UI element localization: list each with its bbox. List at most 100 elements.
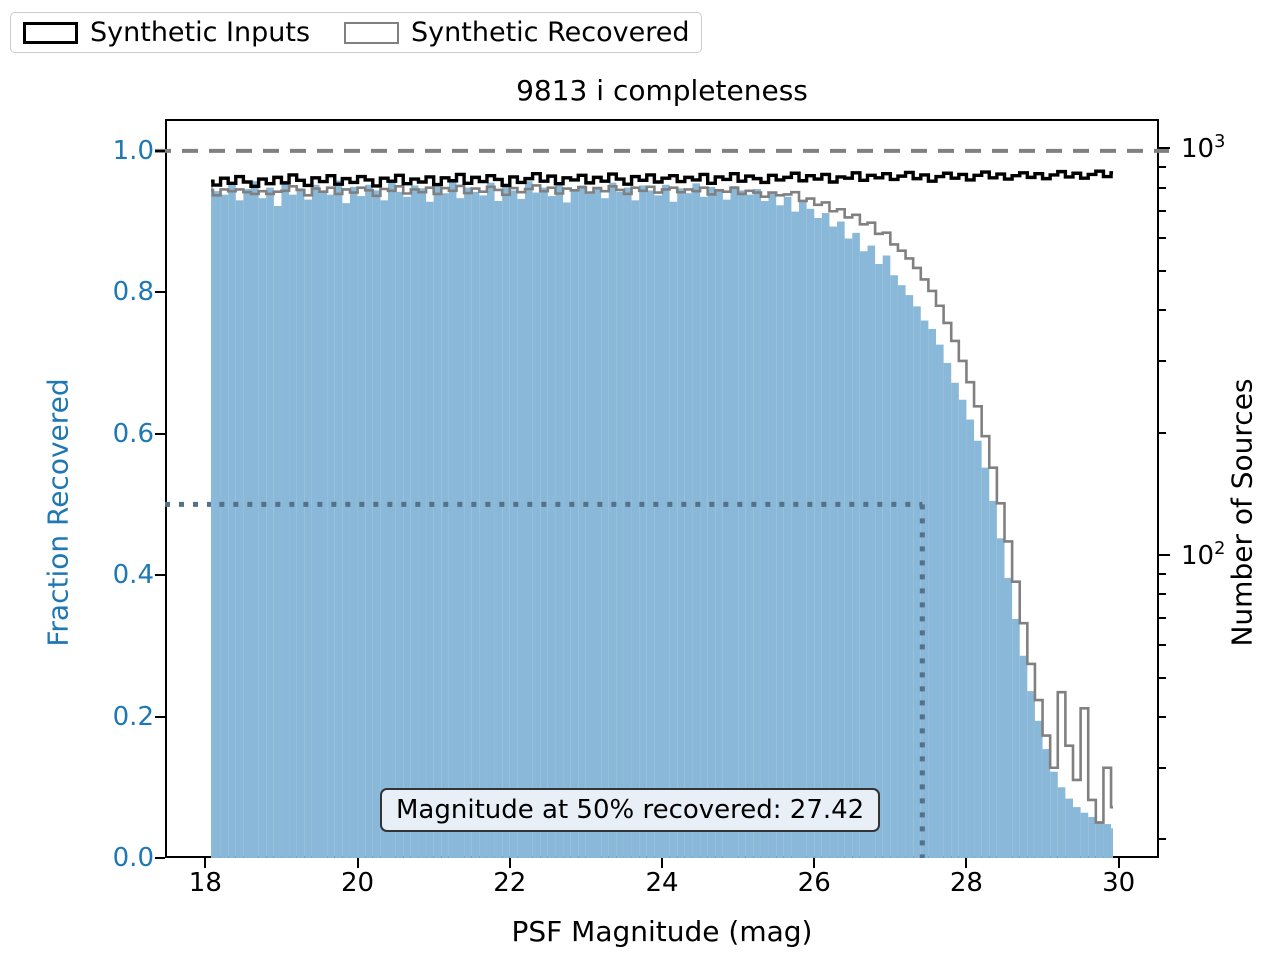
plot-legend: Synthetic Inputs Synthetic Recovered	[10, 12, 703, 53]
histogram-bar	[304, 199, 312, 858]
legend-label-synthetic-inputs: Synthetic Inputs	[90, 17, 311, 48]
histogram-bar	[837, 221, 845, 858]
histogram-bar	[1042, 749, 1051, 858]
y-axis-left-tick-mark	[155, 432, 165, 435]
histogram-bar	[1073, 807, 1081, 858]
histogram-bar	[799, 201, 807, 858]
x-axis-label: PSF Magnitude (mag)	[511, 915, 813, 948]
histogram-bar	[578, 185, 586, 858]
histogram-bar	[601, 198, 609, 858]
histogram-bar	[943, 362, 952, 858]
histogram-bar	[981, 467, 990, 858]
histogram-bar	[852, 232, 860, 858]
legend-swatch-recovered-icon	[344, 21, 400, 44]
histogram-bar	[707, 186, 716, 858]
histogram-bar	[563, 202, 571, 858]
histogram-bar	[289, 194, 297, 858]
y-axis-right-minor-tick-mark	[1159, 186, 1166, 189]
histogram-bar	[502, 186, 510, 858]
histogram-bar	[441, 193, 449, 858]
histogram-bar	[334, 180, 343, 858]
histogram-bar	[494, 201, 503, 858]
histogram-bar	[540, 187, 548, 858]
histogram-bar	[989, 500, 997, 858]
histogram-bar	[951, 382, 959, 858]
y-axis-left-tick-mark	[155, 715, 165, 718]
legend-swatch-inputs-icon	[23, 21, 78, 44]
plot-data-area	[211, 119, 1113, 858]
histogram-bar	[327, 194, 335, 858]
histogram-bar	[654, 195, 662, 858]
histogram-bar	[525, 181, 533, 858]
histogram-bar	[342, 203, 350, 858]
y-axis-right-minor-tick-mark	[1159, 431, 1166, 434]
legend-label-synthetic-recovered: Synthetic Recovered	[411, 17, 690, 48]
y-axis-right-minor-tick-mark	[1159, 838, 1166, 841]
histogram-bar	[349, 186, 358, 858]
y-axis-left-tick-mark	[155, 291, 165, 294]
histogram-bar	[928, 329, 936, 858]
y-axis-left-tick-mark	[155, 857, 165, 859]
histogram-bar	[677, 188, 685, 858]
y-axis-left-tick-label: 1.0	[112, 135, 154, 166]
histogram-bar	[380, 200, 388, 858]
y-axis-right-major-tick-mark	[1159, 554, 1170, 557]
histogram-bar	[996, 538, 1005, 858]
synthetic-recovered-step-line	[211, 184, 1113, 824]
x-axis-tick-mark	[813, 858, 816, 868]
x-axis-tick-mark	[661, 858, 663, 868]
x-axis-tick-label: 18	[188, 868, 222, 898]
histogram-bar	[1050, 771, 1058, 858]
histogram-bar	[365, 184, 373, 858]
histogram-bar	[753, 189, 761, 858]
histogram-bar	[722, 199, 731, 858]
histogram-bar	[700, 196, 708, 858]
y-axis-left-tick-label: 0.0	[112, 843, 154, 873]
histogram-bar	[243, 189, 251, 858]
y-axis-left-tick-label: 0.8	[112, 277, 154, 308]
histogram-bar	[1065, 798, 1073, 858]
histogram-bar	[388, 180, 396, 858]
histogram-bar	[875, 263, 883, 858]
histogram-bar	[532, 192, 541, 858]
histogram-bar	[791, 211, 799, 858]
histogram-bar	[1027, 691, 1035, 858]
histogram-bar	[517, 198, 525, 858]
histogram-bar	[448, 181, 457, 858]
histogram-bar	[311, 184, 320, 858]
y-axis-right-minor-tick-mark	[1159, 676, 1166, 679]
histogram-bar	[1088, 816, 1096, 858]
histogram-bar	[258, 198, 267, 858]
reference-line-layer	[155, 119, 1169, 858]
histogram-bar	[760, 201, 769, 858]
x-axis-tick-mark	[204, 858, 207, 868]
histogram-bar	[936, 344, 944, 858]
histogram-bar	[844, 238, 853, 858]
histogram-bar	[806, 208, 815, 858]
x-axis-tick-mark	[356, 858, 359, 868]
histogram-bar	[974, 440, 982, 858]
histogram-bar	[585, 193, 594, 858]
histogram-bar	[555, 184, 564, 858]
histogram-bar	[211, 184, 213, 858]
x-axis-tick-label: 22	[493, 868, 527, 898]
histogram-bar	[235, 200, 244, 858]
y-axis-right-minor-tick-mark	[1159, 309, 1166, 312]
histogram-bar	[456, 198, 465, 858]
histogram-bar	[1111, 828, 1113, 858]
histogram-bar	[692, 183, 701, 858]
histogram-bar	[1034, 720, 1043, 858]
y-axis-left-tick-label: 0.6	[112, 418, 154, 449]
y-axis-right-minor-tick-mark	[1159, 593, 1166, 596]
y-axis-left-tick-mark	[155, 149, 165, 152]
histogram-bar	[266, 187, 274, 858]
y-axis-right-minor-tick-mark	[1159, 237, 1166, 240]
histogram-bar	[913, 306, 921, 858]
histogram-bar	[372, 190, 381, 858]
histogram-bar	[1019, 655, 1028, 858]
histogram-bar	[1012, 618, 1020, 858]
histogram-bar	[646, 190, 655, 858]
histogram-bar	[433, 184, 442, 858]
histogram-bar	[662, 184, 670, 858]
